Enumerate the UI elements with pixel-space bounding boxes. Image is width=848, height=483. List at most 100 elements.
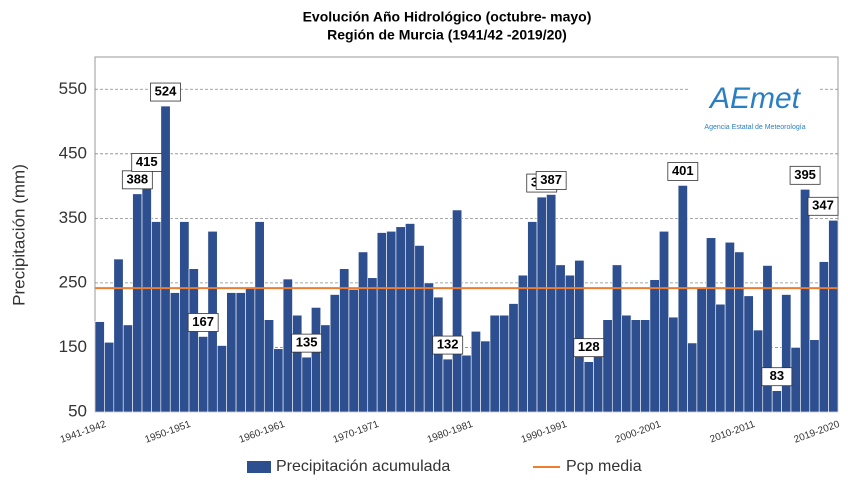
bar bbox=[630, 319, 641, 413]
bar bbox=[555, 264, 566, 413]
x-tick-label: 1950-1951 bbox=[144, 419, 193, 446]
bar bbox=[640, 319, 651, 413]
data-label: 167 bbox=[192, 314, 214, 329]
bar bbox=[809, 339, 820, 413]
bar bbox=[414, 245, 425, 413]
y-tick-label: 350 bbox=[59, 208, 87, 227]
bar bbox=[489, 314, 500, 413]
bar bbox=[376, 232, 387, 413]
bar bbox=[574, 260, 585, 413]
bar bbox=[724, 241, 735, 413]
data-label-box bbox=[667, 162, 699, 181]
bar bbox=[583, 361, 594, 413]
bar bbox=[602, 319, 613, 413]
bar bbox=[320, 324, 331, 413]
data-label: 83 bbox=[770, 368, 784, 383]
data-label: 401 bbox=[672, 163, 694, 178]
bar bbox=[273, 348, 284, 413]
bar bbox=[828, 220, 839, 413]
bar bbox=[169, 292, 180, 413]
bar bbox=[480, 340, 491, 413]
data-label-box bbox=[535, 171, 567, 190]
data-label-box bbox=[789, 165, 821, 185]
legend-label: Pcp media bbox=[566, 458, 642, 475]
bar bbox=[132, 193, 143, 413]
y-axis-label: Precipitación (mm) bbox=[9, 164, 28, 306]
bar bbox=[743, 295, 754, 413]
logo-box bbox=[690, 77, 820, 135]
bar bbox=[818, 261, 829, 413]
bar bbox=[771, 390, 782, 413]
data-label: 135 bbox=[296, 335, 318, 350]
data-label-box bbox=[573, 338, 605, 358]
bar bbox=[781, 294, 792, 413]
data-label-box bbox=[150, 82, 181, 102]
data-label-box bbox=[131, 153, 163, 172]
logo: AEmet bbox=[708, 82, 802, 115]
bar bbox=[235, 292, 246, 413]
bar bbox=[536, 196, 547, 413]
bar bbox=[593, 354, 604, 413]
bar bbox=[405, 223, 416, 413]
bar bbox=[358, 251, 369, 413]
bar bbox=[301, 356, 312, 413]
chart-subtitle: Región de Murcia (1941/42 -2019/20) bbox=[327, 27, 567, 43]
data-label: 415 bbox=[136, 154, 158, 169]
bar bbox=[762, 265, 773, 413]
data-label: 132 bbox=[437, 337, 459, 352]
bar bbox=[339, 268, 350, 413]
data-label: 388 bbox=[126, 171, 148, 186]
y-tick-label: 550 bbox=[59, 79, 87, 98]
bar bbox=[216, 345, 227, 413]
data-label: 347 bbox=[812, 198, 834, 213]
bar bbox=[677, 185, 688, 413]
logo-caption: Agencia Estatal de Meteorología bbox=[704, 124, 805, 131]
y-tick-label: 450 bbox=[59, 143, 87, 162]
x-tick-label: 1960-1961 bbox=[238, 419, 287, 446]
bar bbox=[282, 278, 293, 413]
bar bbox=[141, 176, 152, 413]
bar bbox=[160, 105, 171, 413]
bar bbox=[198, 336, 209, 413]
x-tick-label: 2000-2001 bbox=[614, 419, 663, 446]
bar bbox=[499, 314, 510, 413]
bar bbox=[311, 307, 322, 413]
bar bbox=[94, 321, 105, 413]
bar bbox=[649, 279, 660, 413]
data-label: 395 bbox=[794, 167, 816, 182]
x-tick-label: 2019-2020 bbox=[793, 419, 842, 446]
bar bbox=[452, 209, 463, 413]
bar bbox=[292, 314, 303, 413]
bar bbox=[329, 294, 340, 413]
bar bbox=[508, 303, 519, 413]
x-tick-label: 1980-1981 bbox=[426, 419, 475, 446]
bar bbox=[790, 347, 801, 413]
bar bbox=[395, 226, 406, 413]
legend-label: Precipitación acumulada bbox=[276, 458, 450, 475]
bar bbox=[122, 324, 133, 413]
x-tick-label: 2010-2011 bbox=[709, 419, 757, 446]
bar bbox=[442, 358, 453, 413]
y-tick-label: 250 bbox=[59, 272, 87, 291]
bar bbox=[696, 287, 707, 413]
data-label-box bbox=[291, 333, 323, 353]
data-label-box bbox=[432, 335, 464, 355]
bar bbox=[611, 264, 622, 413]
bar bbox=[706, 237, 717, 413]
bar bbox=[734, 251, 745, 413]
bar bbox=[245, 287, 256, 413]
bar bbox=[564, 274, 575, 413]
bar bbox=[517, 274, 528, 413]
bar bbox=[527, 221, 538, 413]
bar bbox=[348, 289, 359, 413]
bar bbox=[188, 268, 199, 413]
bar bbox=[423, 282, 434, 413]
bar bbox=[367, 277, 378, 413]
bar bbox=[386, 230, 397, 413]
x-tick-label: 1990-1991 bbox=[520, 419, 569, 446]
data-label: 128 bbox=[578, 339, 600, 354]
legend-swatch bbox=[247, 461, 271, 473]
x-tick-label: 1941-1942 bbox=[59, 419, 108, 446]
bar bbox=[621, 314, 632, 413]
